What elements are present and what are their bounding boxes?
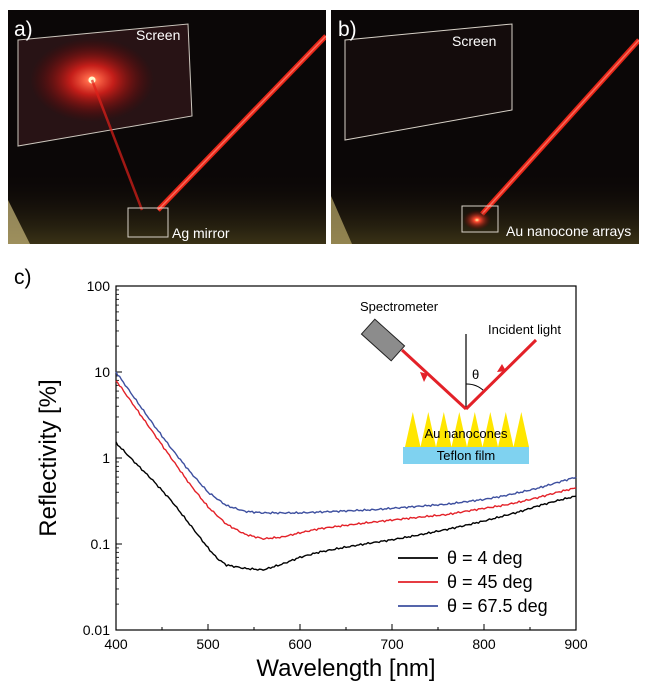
photo-a-floor-glow — [8, 170, 326, 244]
nanocone — [405, 412, 421, 447]
nanocone — [498, 412, 514, 447]
y-tick-label: 100 — [87, 278, 111, 294]
nanocone — [467, 412, 483, 447]
x-tick-label: 600 — [288, 636, 312, 652]
ag-mirror-outline — [127, 207, 169, 238]
photo-b — [331, 10, 639, 244]
y-axis-label: Reflectivity [%] — [35, 379, 62, 536]
nanocone — [513, 412, 529, 447]
incident-ray-arrow-icon — [497, 364, 506, 372]
legend: θ = 4 deg θ = 45 deg θ = 67.5 deg — [398, 548, 548, 616]
photo-a — [8, 10, 326, 244]
chart-series — [115, 371, 577, 571]
x-tick-label: 700 — [380, 636, 404, 652]
photo-b-corner-light — [331, 196, 352, 244]
reflectivity-chart: 400 500 600 700 800 900 0.01 0.1 1 10 100 Reflecti… — [35, 278, 588, 682]
legend-label-1: θ = 4 deg — [447, 548, 523, 568]
series-line-2 — [115, 380, 577, 540]
nanocone — [451, 412, 467, 447]
axis-ticks: 400 500 600 700 800 900 0.01 0.1 1 10 100 — [83, 278, 588, 652]
incident-beam-b-core — [481, 39, 639, 215]
x-tick-label: 400 — [104, 636, 128, 652]
spectrometer-icon — [360, 318, 406, 362]
series-line-1 — [115, 441, 577, 571]
y-tick-label: 0.01 — [83, 622, 110, 638]
y-tick-label: 10 — [94, 364, 110, 380]
x-tick-label: 900 — [564, 636, 588, 652]
inset-film-label: Teflon film — [437, 448, 496, 463]
legend-label-2: θ = 45 deg — [447, 572, 533, 592]
reflected-beam-a — [90, 79, 144, 211]
nanocone-spot-glow — [463, 210, 491, 230]
series-line-3 — [115, 371, 577, 515]
inset-spectrometer-label: Spectrometer — [360, 299, 439, 314]
photo-a-corner-light — [8, 200, 30, 244]
photo-b-screen-label: Screen — [452, 33, 496, 49]
incident-ray — [464, 338, 538, 411]
inset-incident-label: Incident light — [488, 322, 561, 337]
photo-b-sample-label: Au nanocone arrays — [506, 223, 631, 239]
incident-beam-a-core — [157, 35, 326, 211]
y-tick-label: 1 — [102, 450, 110, 466]
nanocone — [482, 412, 498, 447]
photo-a-mirror-label: Ag mirror — [172, 225, 230, 241]
angle-arc — [465, 383, 485, 392]
reflected-ray-arrow-icon — [420, 372, 428, 382]
y-tick-label: 0.1 — [91, 536, 111, 552]
x-axis-label: Wavelength [nm] — [256, 655, 435, 682]
photo-b-screen — [344, 23, 513, 141]
reflected-ray — [400, 348, 468, 411]
x-tick-label: 800 — [472, 636, 496, 652]
teflon-film — [403, 447, 529, 464]
x-tick-label: 500 — [196, 636, 220, 652]
inset-schematic: Spectrometer Incident light θ Au nanocon… — [360, 299, 561, 464]
chart-panel-label: c) — [14, 266, 32, 289]
photo-a-label: a) — [14, 18, 33, 41]
photo-b-label: b) — [338, 18, 357, 41]
nanocone — [436, 412, 452, 447]
inset-theta-label: θ — [472, 367, 479, 382]
legend-label-3: θ = 67.5 deg — [447, 596, 548, 616]
au-nanocone-outline — [461, 205, 499, 233]
photo-a-screen-label: Screen — [136, 27, 180, 43]
nanocone — [420, 412, 436, 447]
au-nanocones — [405, 412, 529, 447]
inset-nanocones-label: Au nanocones — [424, 426, 508, 441]
